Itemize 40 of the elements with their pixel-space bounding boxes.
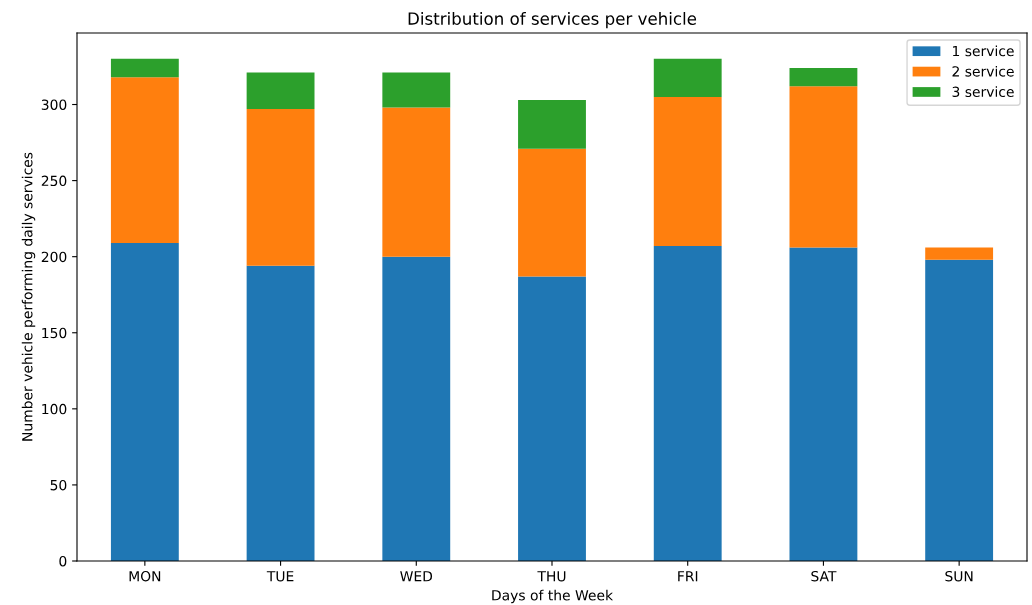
legend-label: 2 service [952, 65, 1014, 77]
y-tick-label: 300 [41, 99, 67, 110]
x-tick-label: TUE [266, 571, 294, 582]
bar [110, 242, 179, 561]
x-axis-title: Days of the Week [492, 589, 614, 604]
bar [925, 259, 994, 561]
bar [110, 77, 179, 243]
bar [653, 96, 722, 247]
bar [382, 256, 451, 561]
chart-title: Distribution of services per vehicle [408, 12, 697, 29]
bar [518, 148, 586, 277]
bar [925, 247, 994, 260]
bar [653, 58, 722, 97]
legend-label: 1 service [953, 45, 1014, 57]
y-tick-label: 150 [42, 327, 67, 339]
bar [789, 86, 858, 248]
legend-label: 3 service [952, 86, 1014, 98]
y-tick-label: 100 [42, 403, 67, 415]
bar [789, 247, 858, 561]
bar [518, 276, 586, 561]
x-tick-label: FRI [678, 571, 698, 582]
x-tick-label: SAT [811, 570, 837, 582]
bar [382, 107, 451, 257]
bar [246, 265, 315, 561]
bar [246, 109, 315, 266]
y-tick-label: 50 [50, 479, 67, 491]
x-tick-label: SUN [945, 570, 973, 582]
y-tick-label: 250 [41, 175, 67, 187]
y-tick-label: 200 [41, 251, 67, 263]
x-tick-label: WED [400, 571, 433, 582]
bar [518, 99, 586, 149]
bar [789, 68, 858, 87]
bar [382, 72, 451, 108]
bar [246, 72, 315, 110]
bar [653, 246, 722, 561]
y-tick-label: 0 [59, 555, 67, 567]
y-axis-title: Number vehicle performing daily services [21, 152, 36, 441]
bar [110, 58, 179, 78]
x-tick-label: MON [129, 570, 161, 582]
x-tick-label: THU [537, 571, 566, 582]
